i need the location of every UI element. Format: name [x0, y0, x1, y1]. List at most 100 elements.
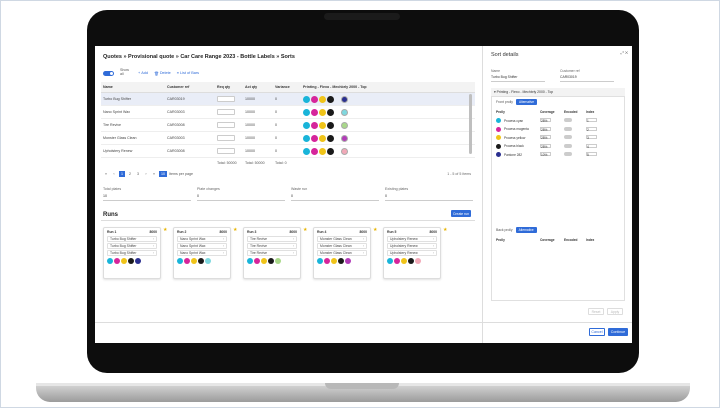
run-item[interactable]: Nano Sprint Wax ›: [177, 250, 227, 256]
run-item[interactable]: Nano Sprint Wax ›: [177, 243, 227, 249]
table-row[interactable]: Nano Sprint Wax CAR03003 10000 0: [101, 105, 475, 119]
coverage-input[interactable]: 28%: [540, 126, 551, 132]
encoded-toggle[interactable]: [564, 143, 572, 148]
req-qty-input[interactable]: [217, 108, 235, 115]
ink-index: 3: [586, 135, 606, 140]
last-page-button[interactable]: »: [153, 172, 155, 176]
add-button[interactable]: + Add: [138, 71, 148, 75]
cancel-button[interactable]: Cancel: [589, 328, 605, 336]
run-qty: 8000: [289, 230, 297, 234]
ink-dot: [319, 121, 326, 129]
run-card[interactable]: Run 4 8000 Monster Glass Clean › Monster Gla…: [313, 227, 371, 279]
run-card[interactable]: Run 1 8000 Turbo Bug Shifter › Turbo Bug Shi…: [103, 227, 161, 279]
col-header-customer-ref[interactable]: Customer ref: [165, 82, 215, 93]
run-item[interactable]: Monster Glass Clean ›: [317, 250, 367, 256]
printing-accordion[interactable]: ▾ Printing - Flexo - Mechbrly 2000 - Top: [491, 88, 625, 96]
index-input[interactable]: 2: [586, 126, 597, 132]
encoded-toggle[interactable]: [564, 135, 572, 140]
run-item[interactable]: Nano Sprint Wax ›: [177, 236, 227, 242]
req-qty-input[interactable]: [217, 134, 235, 141]
table-row[interactable]: Turbo Bug Shifter CAR03019 10000 0: [101, 92, 475, 106]
star-icon[interactable]: ★: [163, 227, 168, 233]
run-item[interactable]: Tire Revive ›: [247, 243, 297, 249]
req-qty-input[interactable]: [217, 95, 235, 102]
run-item[interactable]: Turbo Bug Shifter ›: [107, 236, 157, 242]
ink-swatch: [496, 135, 501, 141]
encoded-toggle[interactable]: [564, 118, 572, 123]
cell-req-qty: [215, 92, 243, 106]
col-header-variance[interactable]: Variance: [273, 82, 301, 93]
ink-dot: [324, 258, 330, 264]
star-icon[interactable]: ★: [373, 227, 378, 233]
run-item[interactable]: Monster Glass Clean ›: [317, 236, 367, 242]
ink-index: 2: [586, 126, 606, 132]
show-all-toggle[interactable]: [103, 70, 114, 76]
delete-button[interactable]: 🗑 Delete: [153, 71, 171, 76]
run-item[interactable]: Turbo Bug Shifter ›: [107, 243, 157, 249]
col-header-req-qty[interactable]: Req qty: [215, 82, 243, 93]
run-item[interactable]: Tire Revive ›: [247, 250, 297, 256]
front-alternative-chip[interactable]: Alternative: [515, 99, 538, 105]
run-item[interactable]: Turbo Bug Shifter ›: [107, 250, 157, 256]
run-item[interactable]: Upholstery Renew ›: [387, 236, 437, 242]
table-row[interactable]: Monster Glass Clean CAR03003 10000 0: [101, 131, 475, 145]
ink-dot: [184, 258, 190, 264]
cell-variance: 0: [273, 105, 301, 119]
run-card-header: Run 3 8000: [244, 228, 300, 235]
encoded-toggle[interactable]: [564, 152, 572, 157]
run-item[interactable]: Monster Glass Clean ›: [317, 243, 367, 249]
coverage-input[interactable]: 10%: [540, 152, 551, 157]
run-item[interactable]: Upholstery Renew ›: [387, 243, 437, 249]
cell-empty: [165, 158, 215, 168]
encoded-toggle[interactable]: [564, 126, 572, 131]
run-item[interactable]: Tire Revive ›: [247, 236, 297, 242]
table-scrollbar[interactable]: [469, 94, 472, 154]
ink-index: 1: [586, 118, 606, 123]
run-card[interactable]: Run 3 8000 Tire Revive › Tire Revive › Tire Re…: [243, 227, 301, 279]
reset-button[interactable]: Reset: [588, 308, 604, 315]
run-card[interactable]: Run 5 8000 Upholstery Renew › Upholstery Ren…: [383, 227, 441, 279]
star-icon[interactable]: ★: [303, 227, 308, 233]
stat-total-plates: Total plates 10: [103, 187, 191, 201]
prev-page-button[interactable]: ‹: [113, 172, 115, 176]
req-qty-input[interactable]: [217, 121, 235, 128]
col-header-printing[interactable]: Printing - Flexo - Mechbrly 2000 - Top: [301, 82, 475, 93]
close-icon[interactable]: ✕: [624, 50, 628, 55]
chevron-icon: ›: [362, 237, 364, 241]
coverage-input[interactable]: 28%: [540, 143, 551, 149]
expand-icon[interactable]: ⤢: [620, 50, 624, 55]
ink-dot: [319, 95, 326, 103]
table-row[interactable]: Tire Revive CAR03008 10000 0: [101, 118, 475, 132]
coverage-input[interactable]: 28%: [540, 135, 551, 140]
create-run-button[interactable]: Create run: [451, 210, 471, 217]
back-alternative-chip[interactable]: Alternative: [515, 227, 537, 233]
run-item[interactable]: Upholstery Renew ›: [387, 250, 437, 256]
ink-dot: [331, 258, 337, 264]
page-3-button[interactable]: 3: [137, 172, 139, 176]
apply-button[interactable]: Apply: [607, 308, 623, 315]
ink-name: Process black: [496, 143, 540, 149]
col-header-name[interactable]: Name: [101, 82, 165, 93]
ink-dot: [303, 121, 310, 129]
coverage-input[interactable]: 28%: [540, 118, 551, 123]
index-input[interactable]: 4: [586, 143, 597, 149]
req-qty-input[interactable]: [217, 147, 235, 154]
page-1-button[interactable]: 1: [119, 171, 125, 177]
run-card[interactable]: Run 2 8000 Nano Sprint Wax › Nano Sprint Wax…: [173, 227, 231, 279]
index-input[interactable]: 5: [586, 152, 597, 157]
star-icon[interactable]: ★: [443, 227, 448, 233]
continue-button[interactable]: Continue: [608, 328, 628, 336]
page-2-button[interactable]: 2: [129, 172, 131, 176]
index-input[interactable]: 3: [586, 135, 597, 140]
index-input[interactable]: 1: [586, 118, 597, 123]
list-of-bars-button[interactable]: ≡ List of Bars: [176, 71, 200, 75]
page-size-select[interactable]: 10: [159, 171, 167, 177]
table-row[interactable]: Upholstery Renew CAR03008 10000 0: [101, 144, 475, 158]
star-icon[interactable]: ★: [233, 227, 238, 233]
first-page-button[interactable]: «: [105, 172, 107, 176]
next-page-button[interactable]: ›: [145, 172, 147, 176]
ink-encoded: [564, 143, 586, 149]
breadcrumb[interactable]: Quotes » Provisional quote » Car Care Ra…: [103, 54, 295, 60]
run-item-label: Turbo Bug Shifter: [110, 244, 137, 248]
col-header-act-qty[interactable]: Act qty: [243, 82, 273, 93]
